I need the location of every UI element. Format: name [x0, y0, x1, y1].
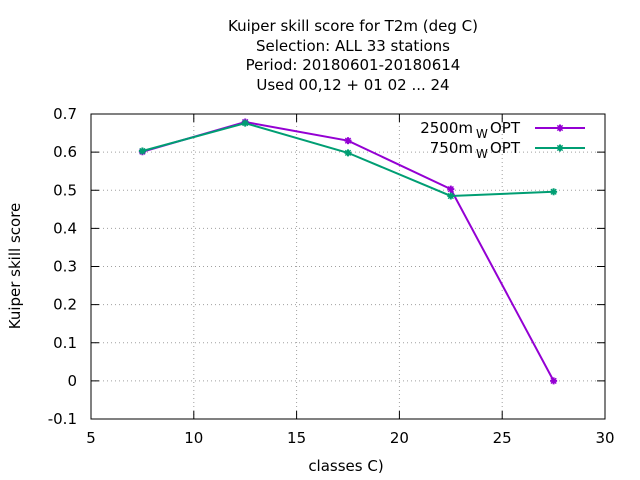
data-point [447, 185, 455, 193]
title-line-1: Kuiper skill score for T2m (deg C) [228, 17, 478, 35]
x-axis-label: classes C) [308, 457, 383, 475]
y-tick-label: 0.2 [53, 296, 77, 314]
legend-label-subscript: W [476, 127, 488, 141]
y-tick-label: 0.3 [53, 258, 77, 276]
title-line-2: Selection: ALL 33 stations [256, 37, 450, 55]
chart-title: Kuiper skill score for T2m (deg C) Selec… [228, 17, 478, 94]
title-line-3: Period: 20180601-20180614 [246, 56, 461, 74]
series-layer [138, 118, 558, 385]
x-tick-label: 30 [595, 429, 614, 447]
legend-item-1: 2500m W OPT [420, 119, 585, 141]
x-tick-label: 10 [184, 429, 203, 447]
x-tick-label: 25 [493, 429, 512, 447]
legend-label-suffix: OPT [490, 139, 521, 157]
y-tick-label: 0.6 [53, 143, 77, 161]
y-tick-label: 0 [67, 372, 77, 390]
legend-marker [556, 144, 564, 152]
plot-frame [90, 113, 606, 420]
x-tick-label: 5 [86, 429, 96, 447]
series-2 [138, 119, 558, 200]
data-point [241, 119, 249, 127]
grid [91, 114, 605, 419]
legend-item-2: 750m W OPT [430, 139, 585, 161]
data-point [344, 137, 352, 145]
title-line-4: Used 00,12 + 01 02 ... 24 [256, 76, 449, 94]
y-axis-label: Kuiper skill score [6, 203, 24, 330]
y-tick-label: 0.7 [53, 105, 77, 123]
y-tick-label: 0.5 [53, 181, 77, 199]
y-tick-label: -0.1 [48, 410, 77, 428]
legend-label-suffix: OPT [490, 119, 521, 137]
x-tick-label: 15 [287, 429, 306, 447]
series-1 [138, 118, 558, 385]
data-point [447, 192, 455, 200]
legend-marker [556, 124, 564, 132]
legend-label: 750m [430, 139, 473, 157]
y-tick-label: 0.4 [53, 219, 77, 237]
data-point [550, 377, 558, 385]
data-point [550, 188, 558, 196]
x-tick-label: 20 [390, 429, 409, 447]
data-point [344, 149, 352, 157]
series-line [142, 120, 555, 382]
tick-labels: -0.1 0 0.1 0.2 0.3 0.4 0.5 0.6 0.7 5 10 15 20 25 30 [48, 105, 615, 447]
data-point [138, 147, 146, 155]
y-tick-label: 0.1 [53, 334, 77, 352]
legend-label: 2500m [420, 119, 473, 137]
legend-label-subscript: W [476, 147, 488, 161]
